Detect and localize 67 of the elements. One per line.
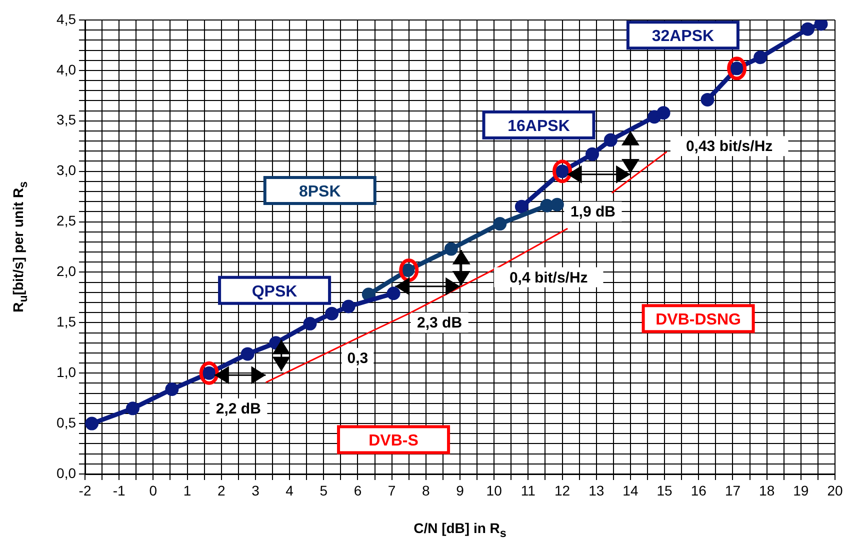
point — [540, 198, 554, 212]
x-tick-label: 17 — [724, 482, 741, 498]
x-tick-label: 20 — [827, 482, 843, 498]
point — [126, 402, 140, 416]
x-tick-label: 0 — [149, 482, 158, 498]
y-tick-label: 3,5 — [56, 112, 76, 128]
y-tick-label: 0,0 — [56, 464, 76, 481]
x-tick-label: 1 — [183, 482, 192, 498]
text: DVB-S — [368, 432, 419, 450]
point — [604, 133, 618, 147]
x-tick-label: 14 — [622, 482, 638, 498]
point — [493, 217, 507, 231]
x-tick-label: 12 — [554, 482, 570, 498]
x-tick-label: 6 — [354, 482, 362, 498]
point — [325, 306, 339, 320]
annotation: 0,3 — [347, 350, 368, 367]
point — [362, 288, 376, 302]
point — [700, 92, 714, 106]
point — [514, 200, 528, 214]
y-tick-label: 0,5 — [56, 414, 76, 430]
x-tick-label: 11 — [520, 482, 536, 498]
point — [550, 198, 564, 212]
point — [240, 347, 254, 361]
x-tick-label: 19 — [793, 482, 809, 498]
y-tick-label: 4,5 — [56, 10, 76, 27]
point — [165, 382, 179, 396]
x-tick-label: 13 — [588, 482, 604, 498]
series-label: 16APSK — [508, 118, 570, 135]
x-tick-label: -1 — [112, 482, 126, 498]
x-tick-label: 16 — [690, 482, 707, 498]
point — [656, 106, 670, 120]
point — [754, 50, 768, 64]
x-tick-label: 10 — [486, 482, 502, 498]
x-tick-label: 15 — [656, 482, 673, 498]
point — [444, 242, 458, 256]
x-tick-label: 7 — [388, 482, 396, 498]
x-tick-label: 3 — [252, 482, 260, 498]
x-tick-label: 9 — [456, 482, 464, 498]
point — [386, 286, 400, 300]
point — [342, 300, 356, 314]
y-tick-label: 2,0 — [56, 263, 76, 280]
series-label: QPSK — [252, 283, 298, 300]
text: DVB-DSNG — [656, 312, 741, 329]
x-tick-label: 8 — [422, 482, 430, 498]
annotation: 2,3 dB — [417, 314, 462, 332]
point — [85, 416, 99, 430]
x-tick-label: 4 — [286, 482, 294, 498]
x-tick-label: -2 — [78, 482, 92, 498]
x-axis-title: C/N [dB] in R$_{s}$ — [412, 520, 508, 540]
x-tick-label: 18 — [759, 482, 775, 498]
text: 8PSK — [298, 184, 342, 200]
annotation: 0,43 bit/s/Hz — [686, 138, 773, 156]
y-tick-label: 4,0 — [56, 61, 76, 78]
y-tick-label: 3,0 — [56, 162, 76, 178]
annotation: 0,4 bit/s/Hz — [509, 269, 588, 286]
series-label: 32APSK — [652, 28, 715, 46]
y-tick-label: 2,5 — [56, 212, 76, 229]
x-tick-label: 2 — [217, 482, 226, 498]
point — [303, 316, 317, 330]
point — [800, 22, 814, 36]
point — [648, 110, 662, 124]
x-tick-label: 5 — [320, 482, 328, 498]
annotation: 2,2 dB — [216, 400, 262, 418]
y-tick-label: 1,5 — [56, 314, 76, 330]
annotation: 1,9 dB — [570, 204, 616, 221]
y-tick-label: 1,0 — [56, 364, 76, 380]
point — [586, 147, 600, 161]
